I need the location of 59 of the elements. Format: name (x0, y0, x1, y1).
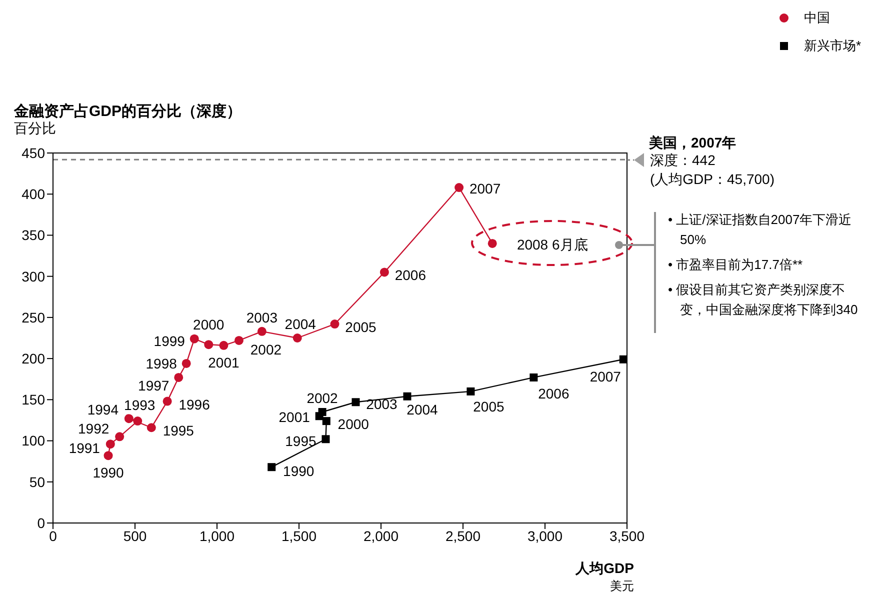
annotation: 1993 (124, 397, 156, 414)
annotation: 2001 (278, 409, 310, 426)
y-tick-label: 250 (22, 309, 46, 326)
annotation: 2006 (538, 385, 570, 402)
y-tick-label: 350 (22, 227, 46, 244)
chart-title: 金融资产占GDP的百分比（深度） (14, 102, 242, 121)
annotation: 2003 (366, 396, 398, 412)
text: 美元 (609, 578, 634, 593)
y-tick-label: 100 (22, 432, 46, 449)
x-tick-label: 2,500 (445, 528, 481, 544)
annotation: 1998 (146, 355, 178, 372)
annotation: 1996 (178, 396, 210, 412)
annotation: 2004 (406, 401, 438, 418)
annotation: 2007 (590, 368, 622, 384)
y-tick-label: 50 (29, 474, 46, 490)
annotation: 1995 (285, 433, 317, 450)
annotation: 1997 (138, 377, 170, 394)
annotation: 1990 (92, 464, 124, 481)
annotation: 2004 (284, 316, 316, 332)
annotation: 2008 6月底 (516, 236, 588, 252)
y-axis-title: 百分比 (14, 120, 56, 138)
annotation: 2000 (193, 316, 224, 333)
annotation: 2000 (338, 416, 370, 432)
x-axis-title: 人均GDP (574, 560, 634, 578)
x-tick-label: 500 (123, 528, 147, 544)
text: • 假设目前其它资产类别深度不变，中国金融深度将下降到340 (668, 281, 859, 319)
text: • 上证/深证指数自2007年下滑近50% (668, 211, 853, 249)
x-tick-label: 2,000 (363, 528, 399, 544)
ref-line-label: 美国，2007年 (648, 134, 736, 151)
x-tick-label: 0 (49, 528, 58, 544)
text: • 市盈率目前为17.7倍** (668, 256, 804, 274)
y-tick-label: 400 (22, 186, 46, 202)
annotation: 1990 (283, 463, 314, 480)
x-tick-label: 3,500 (609, 528, 645, 544)
annotation: 1994 (87, 402, 119, 418)
annotation: 2002 (306, 390, 338, 406)
annotation: 2007 (469, 180, 501, 197)
annotation: 1995 (162, 422, 194, 439)
annotation: 1999 (154, 332, 186, 349)
y-tick-label: 0 (37, 514, 46, 531)
x-tick-label: 1,500 (281, 528, 317, 544)
annotation: 2005 (345, 319, 377, 336)
y-tick-label: 450 (22, 144, 46, 161)
annotation: 2002 (250, 341, 282, 358)
x-tick-label: 3,000 (527, 528, 563, 544)
text: (人均GDP：45,700) (650, 170, 774, 189)
annotation: 2006 (394, 267, 426, 284)
x-tick-label: 1,000 (199, 528, 235, 544)
annotation: 1992 (78, 420, 110, 437)
legend-label: 新兴市场* (804, 37, 862, 55)
annotation: 2005 (473, 398, 504, 414)
y-tick-label: 200 (22, 350, 46, 367)
annotation: 1991 (68, 440, 100, 456)
y-tick-label: 300 (22, 268, 46, 284)
y-tick-label: 150 (22, 392, 46, 408)
annotation: 2001 (208, 354, 240, 370)
text: 深度：442 (650, 151, 716, 170)
annotation: 2003 (246, 309, 278, 326)
legend-label: 中国 (804, 9, 830, 27)
